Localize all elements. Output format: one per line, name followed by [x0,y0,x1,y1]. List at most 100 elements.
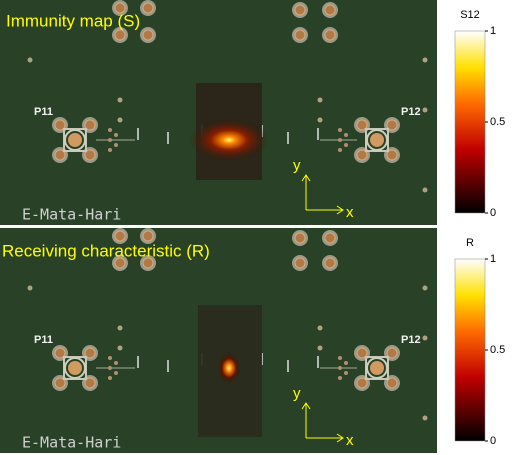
via [108,138,112,142]
pad [386,347,398,359]
via [422,57,428,63]
axis-label: y [293,385,301,402]
axis-label: y [293,157,301,174]
via [114,143,118,147]
pad [114,2,126,14]
pad [54,119,66,131]
pad [54,347,66,359]
arrow-head [336,205,344,215]
brand-label: E-Mata-Hari [22,434,121,452]
connector-ring [366,129,388,151]
pad [294,29,306,41]
connector-pin [68,361,82,375]
via [117,345,123,351]
pad [324,4,336,16]
pad [324,232,336,244]
pad [324,29,336,41]
pad [356,119,368,131]
pad [386,119,398,131]
pad [142,257,154,269]
via [27,285,33,291]
via [317,117,323,123]
arrow-head [301,402,311,410]
via [117,325,123,331]
colorbar-tick-label: 1 [490,253,496,265]
colorbar-tick-label: 0 [490,207,496,219]
pad [356,149,368,161]
via [338,148,342,152]
panel-title: Immunity map (S) [6,11,140,30]
via [422,187,428,193]
pad [294,257,306,269]
via [338,138,342,142]
via [338,376,342,380]
port-label: P11 [34,106,53,118]
via [344,361,348,365]
pad [84,347,96,359]
connector-pin [370,361,384,375]
pad [142,230,154,242]
scan-hotspot [189,118,269,162]
via [317,97,323,103]
port-label: P12 [401,334,421,346]
panel: Receiving characteristic (R) P11 P12 E-Mata… [0,228,505,453]
pad [114,230,126,242]
via [344,143,348,147]
via [338,366,342,370]
via [27,57,33,63]
colorbar-tick-label: 0 [490,435,496,447]
connector-ring [64,357,86,379]
pad [84,149,96,161]
via [114,133,118,137]
via [114,361,118,365]
pad [356,377,368,389]
via [114,371,118,375]
via [344,371,348,375]
colorbar-label: S12 [460,9,480,21]
connector-ring [366,357,388,379]
port-label: P11 [34,334,53,346]
colorbar-tick-label: 1 [490,25,496,37]
pad [386,377,398,389]
pad [324,257,336,269]
brand-label: E-Mata-Hari [22,206,121,224]
connector-pin [370,133,384,147]
pad [54,377,66,389]
port-label: P12 [401,106,421,118]
connector-ring [64,129,86,151]
pad [294,232,306,244]
pad [142,2,154,14]
via [108,356,112,360]
pad [294,4,306,16]
pad [114,257,126,269]
colorbar [454,30,486,214]
via [344,133,348,137]
pad [84,377,96,389]
via [117,97,123,103]
via [108,376,112,380]
colorbar-label: R [466,237,474,249]
via [422,415,428,421]
colorbar-tick-label: 0.5 [490,116,505,128]
pad [386,149,398,161]
pad [114,29,126,41]
colorbar [454,258,486,442]
pad [84,119,96,131]
via [317,325,323,331]
connector-pin [68,133,82,147]
via [117,117,123,123]
pad [142,29,154,41]
via [422,335,428,341]
scan-hotspot [217,352,241,384]
via [108,148,112,152]
pad [54,149,66,161]
panel-title: Receiving characteristic (R) [2,241,210,260]
arrow-head [301,174,311,182]
via [108,366,112,370]
via [422,107,428,113]
panel: Immunity map (S) P11 P12 E-Mata-Hari y x S12 0 0… [0,0,505,225]
colorbar-tick-label: 0.5 [490,344,505,356]
axis-label: x [346,204,354,221]
via [317,345,323,351]
